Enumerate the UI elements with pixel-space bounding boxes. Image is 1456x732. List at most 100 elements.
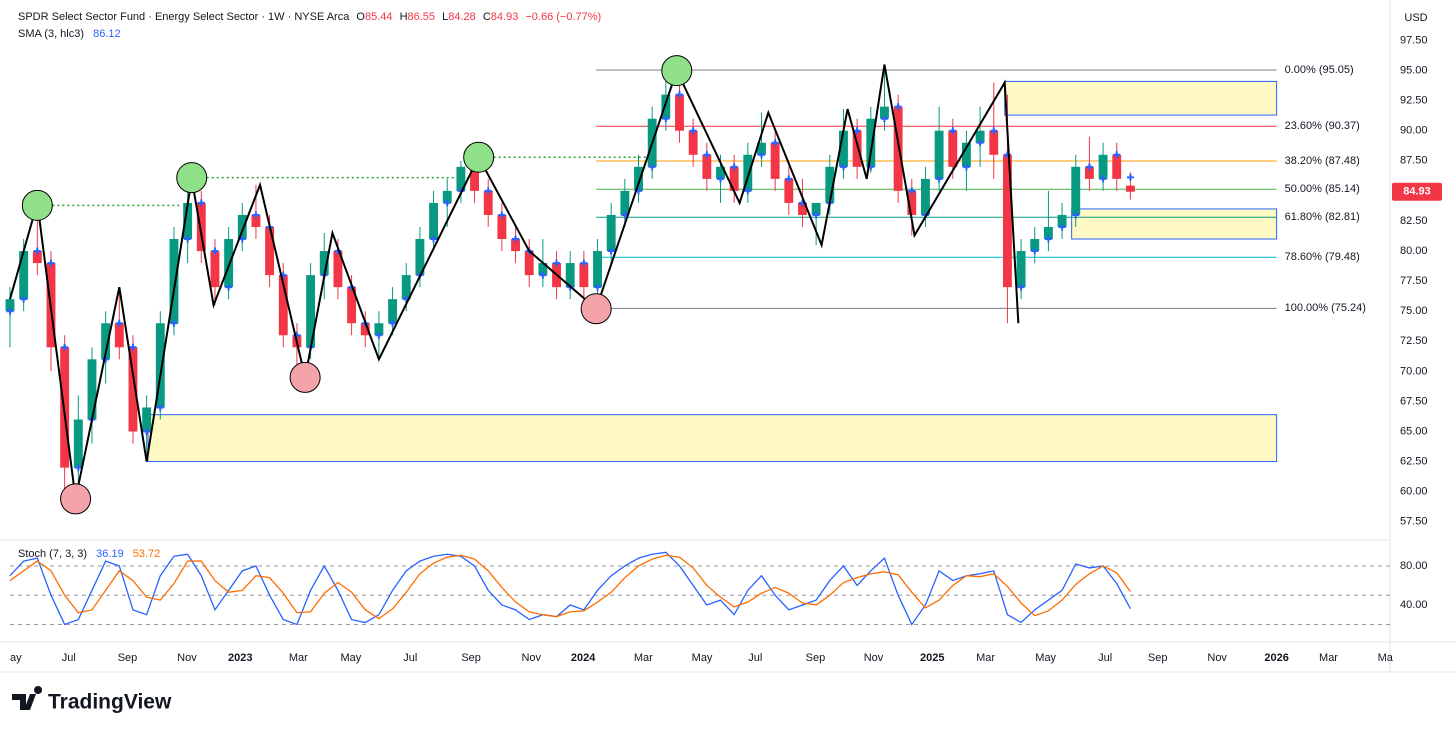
sma-marker <box>662 115 670 123</box>
x-tick-label: Mar <box>634 652 653 664</box>
sma-marker <box>143 428 151 436</box>
sma-marker <box>648 163 656 171</box>
fib-label: 38.20% (87.48) <box>1285 155 1360 167</box>
fib-label: 78.60% (79.48) <box>1285 251 1360 263</box>
x-tick-label: Mar <box>289 652 308 664</box>
sma-marker <box>539 271 547 279</box>
sma-marker <box>129 343 137 351</box>
candle-body <box>32 251 42 264</box>
candle-body <box>1112 154 1122 179</box>
ohlc-value: 86.55 <box>408 11 436 23</box>
ohlc-label: L <box>442 11 448 23</box>
sma-marker <box>20 295 28 303</box>
ohlc-value: 84.28 <box>448 11 476 23</box>
candle-body <box>1071 166 1081 215</box>
y-tick-label: 72.50 <box>1400 335 1428 347</box>
candle-body <box>907 190 917 215</box>
candle-body <box>333 251 343 288</box>
sma-marker <box>594 283 602 291</box>
candle-body <box>1125 185 1135 192</box>
sma-label: SMA (3, hlc3) <box>18 28 84 40</box>
candle-body <box>688 130 698 155</box>
stoch-header: Stoch (7, 3, 3) 36.19 53.72 <box>18 548 160 560</box>
fib-label: 100.00% (75.24) <box>1285 302 1366 314</box>
pivot <box>463 141 495 173</box>
currency: USD <box>1404 12 1427 24</box>
stoch-d-value: 53.72 <box>133 548 161 560</box>
ohlc-value: 85.44 <box>365 11 393 23</box>
candle-body <box>729 166 739 191</box>
sma-marker <box>990 127 998 135</box>
x-tick-label: ay <box>10 652 22 664</box>
candle-body <box>716 166 725 179</box>
candle-body <box>511 239 520 252</box>
candle-body <box>770 142 780 179</box>
sma-marker <box>880 115 888 123</box>
candle-body <box>429 202 439 240</box>
candle-body <box>210 251 220 288</box>
sma-marker <box>170 319 178 327</box>
candle-body <box>87 359 97 420</box>
candle-body <box>852 130 862 167</box>
y-tick-label: 95.00 <box>1400 64 1428 76</box>
fib-label: 23.60% (90.37) <box>1285 120 1360 132</box>
candle-body <box>442 190 452 203</box>
sma-marker <box>908 187 916 195</box>
sma-marker <box>976 139 984 147</box>
sma-marker <box>1031 247 1039 255</box>
y-tick-label: 92.50 <box>1400 95 1428 107</box>
sma-marker <box>33 247 41 255</box>
sma-marker <box>225 283 233 291</box>
sma-marker <box>1058 223 1066 231</box>
sma-header: SMA (3, hlc3) 86.12 <box>18 28 121 40</box>
candle-body <box>19 251 29 300</box>
candle-body <box>142 407 152 432</box>
sma-marker <box>716 175 724 183</box>
x-tick-label: Ma <box>1378 652 1394 664</box>
candle-body <box>388 299 398 324</box>
candle-body <box>265 226 275 276</box>
stoch-line <box>9 551 1131 626</box>
candle-body <box>415 239 425 276</box>
candle-body <box>155 323 165 408</box>
candle-body <box>593 251 602 288</box>
sma-marker <box>115 319 123 327</box>
sma-marker <box>375 331 383 339</box>
candle-body <box>757 142 766 155</box>
y-tick-label: 60.00 <box>1400 486 1428 498</box>
y-tick-label: 67.50 <box>1400 395 1428 407</box>
sma-marker <box>730 163 738 171</box>
ohlc-label: H <box>400 11 408 23</box>
candle-body <box>961 142 971 167</box>
candle-body <box>934 130 944 179</box>
candle-body <box>675 94 684 131</box>
sma-marker <box>839 163 847 171</box>
zone <box>1004 80 1278 116</box>
x-tick-label: Sep <box>806 652 826 664</box>
candle-body <box>401 275 411 300</box>
zone <box>147 414 1278 463</box>
x-tick-label: May <box>341 652 362 664</box>
x-tick-label: Sep <box>118 652 138 664</box>
sma-value: 86.12 <box>93 28 121 40</box>
brand: TradingView <box>48 691 172 714</box>
sma-marker <box>211 247 219 255</box>
x-tick-label: Mar <box>1319 652 1338 664</box>
sma-marker <box>744 187 752 195</box>
y-tick-label: 80.00 <box>1400 560 1428 572</box>
sma-marker <box>389 319 397 327</box>
candle-body <box>620 190 630 215</box>
sma-marker <box>580 259 588 267</box>
x-tick-label: Jul <box>748 652 762 664</box>
sma-marker <box>757 151 765 159</box>
candle-body <box>702 154 712 179</box>
candle-body <box>743 154 753 191</box>
candle-body <box>839 130 848 167</box>
sma-marker <box>430 235 438 243</box>
candle-body <box>360 323 370 336</box>
y-tick-label: 65.00 <box>1400 425 1428 437</box>
pivot <box>580 293 612 325</box>
change: −0.66 (−0.77%) <box>525 11 601 23</box>
ohlc-label: O <box>356 11 365 23</box>
